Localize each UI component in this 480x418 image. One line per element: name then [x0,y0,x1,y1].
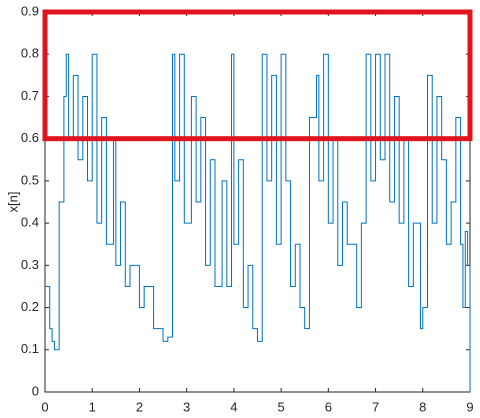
x-tick-label: 4 [230,399,237,414]
x-tick-label: 2 [136,399,143,414]
y-tick-label: 0.8 [21,46,39,61]
y-axis-label: x[n] [5,192,20,213]
y-tick-label: 0.7 [21,88,39,103]
y-tick-label: 0.4 [21,215,39,230]
x-tick-label: 5 [277,399,284,414]
y-tick-label: 0.6 [21,130,39,145]
x-tick-label: 1 [89,399,96,414]
y-tick-label: 0 [32,383,39,398]
x-tick-label: 7 [372,399,379,414]
x-tick-label: 3 [183,399,190,414]
y-tick-label: 0.1 [21,341,39,356]
highlight-box [42,9,473,142]
x-tick-label: 8 [419,399,426,414]
y-tick-label: 0.5 [21,172,39,187]
x-tick-label: 0 [41,399,48,414]
x-tick-label: 6 [325,399,332,414]
y-tick-label: 0.9 [21,3,39,18]
data-line [45,53,471,392]
y-tick-label: 0.2 [21,299,39,314]
x-tick-label: 9 [466,399,473,414]
y-tick-label: 0.3 [21,257,39,272]
